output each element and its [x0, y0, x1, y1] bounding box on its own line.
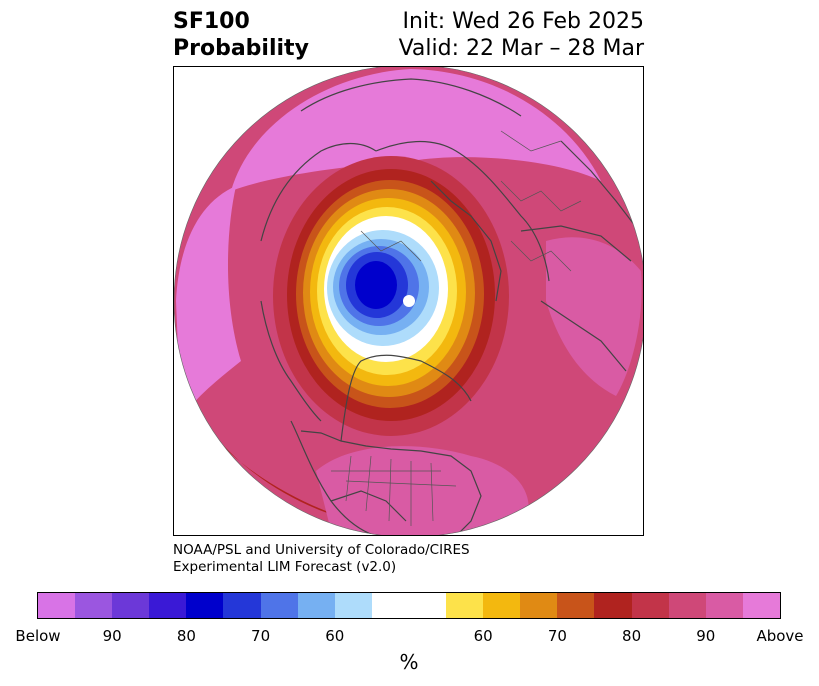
colorbar-segment — [371, 593, 409, 618]
colorbar-tick-label: 80 — [622, 627, 642, 645]
probability-field — [174, 67, 643, 535]
colorbar-segment — [446, 593, 484, 618]
colorbar-tick-label: 80 — [176, 627, 196, 645]
coastlines — [260, 78, 640, 535]
init-date: Init: Wed 26 Feb 2025 — [402, 9, 644, 34]
colorbar-segment — [408, 593, 447, 618]
field-above-east — [546, 237, 642, 396]
colorbar-segment — [483, 593, 521, 618]
credit: NOAA/PSL and University of Colorado/CIRE… — [173, 542, 470, 576]
colorbar-segment — [742, 593, 780, 618]
colorbar-segment — [520, 593, 558, 618]
colorbar-segment — [705, 593, 743, 618]
field-above-north — [231, 69, 601, 191]
colorbar-tick-label: Above — [756, 627, 804, 645]
colorbar-segment — [668, 593, 706, 618]
colorbar-segment — [594, 593, 632, 618]
colorbar-segment — [38, 593, 76, 618]
colorbar-segment — [334, 593, 372, 618]
probability-map — [174, 67, 643, 535]
colorbar-tick-label: 60 — [325, 627, 345, 645]
colorbar-segment — [557, 593, 595, 618]
colorbar-segment — [260, 593, 298, 618]
field-band-darkblue — [355, 261, 397, 309]
title-right: Init: Wed 26 Feb 2025 Valid: 22 Mar – 28… — [399, 8, 644, 62]
colorbar-segment — [223, 593, 261, 618]
borders — [331, 130, 582, 526]
colorbar-segment — [149, 593, 187, 618]
colorbar-tick-label: 60 — [473, 627, 493, 645]
colorbar-tick-label: Below — [15, 627, 61, 645]
credit-line-1: NOAA/PSL and University of Colorado/CIRE… — [173, 542, 470, 558]
colorbar-segment — [186, 593, 224, 618]
title-variable: SF100 — [173, 9, 250, 34]
field-above-west — [176, 186, 241, 421]
colorbar-tick-label: 70 — [547, 627, 567, 645]
colorbar-tick-label: 90 — [696, 627, 716, 645]
colorbar-segment — [297, 593, 335, 618]
map-panel — [173, 66, 644, 536]
credit-line-2: Experimental LIM Forecast (v2.0) — [173, 559, 397, 575]
colorbar-segment — [631, 593, 669, 618]
valid-range: Valid: 22 Mar – 28 Mar — [398, 36, 644, 61]
colorbar-tick-label: 90 — [102, 627, 122, 645]
colorbar-unit: % — [399, 650, 419, 674]
colorbar-tick-label: 70 — [251, 627, 271, 645]
colorbar-segment — [112, 593, 150, 618]
field-above-south — [316, 446, 529, 535]
title-left: SF100 Probability — [173, 8, 309, 62]
title-metric: Probability — [173, 36, 309, 61]
colorbar — [37, 592, 781, 619]
colorbar-segment — [75, 593, 113, 618]
pole-hole — [403, 295, 415, 307]
